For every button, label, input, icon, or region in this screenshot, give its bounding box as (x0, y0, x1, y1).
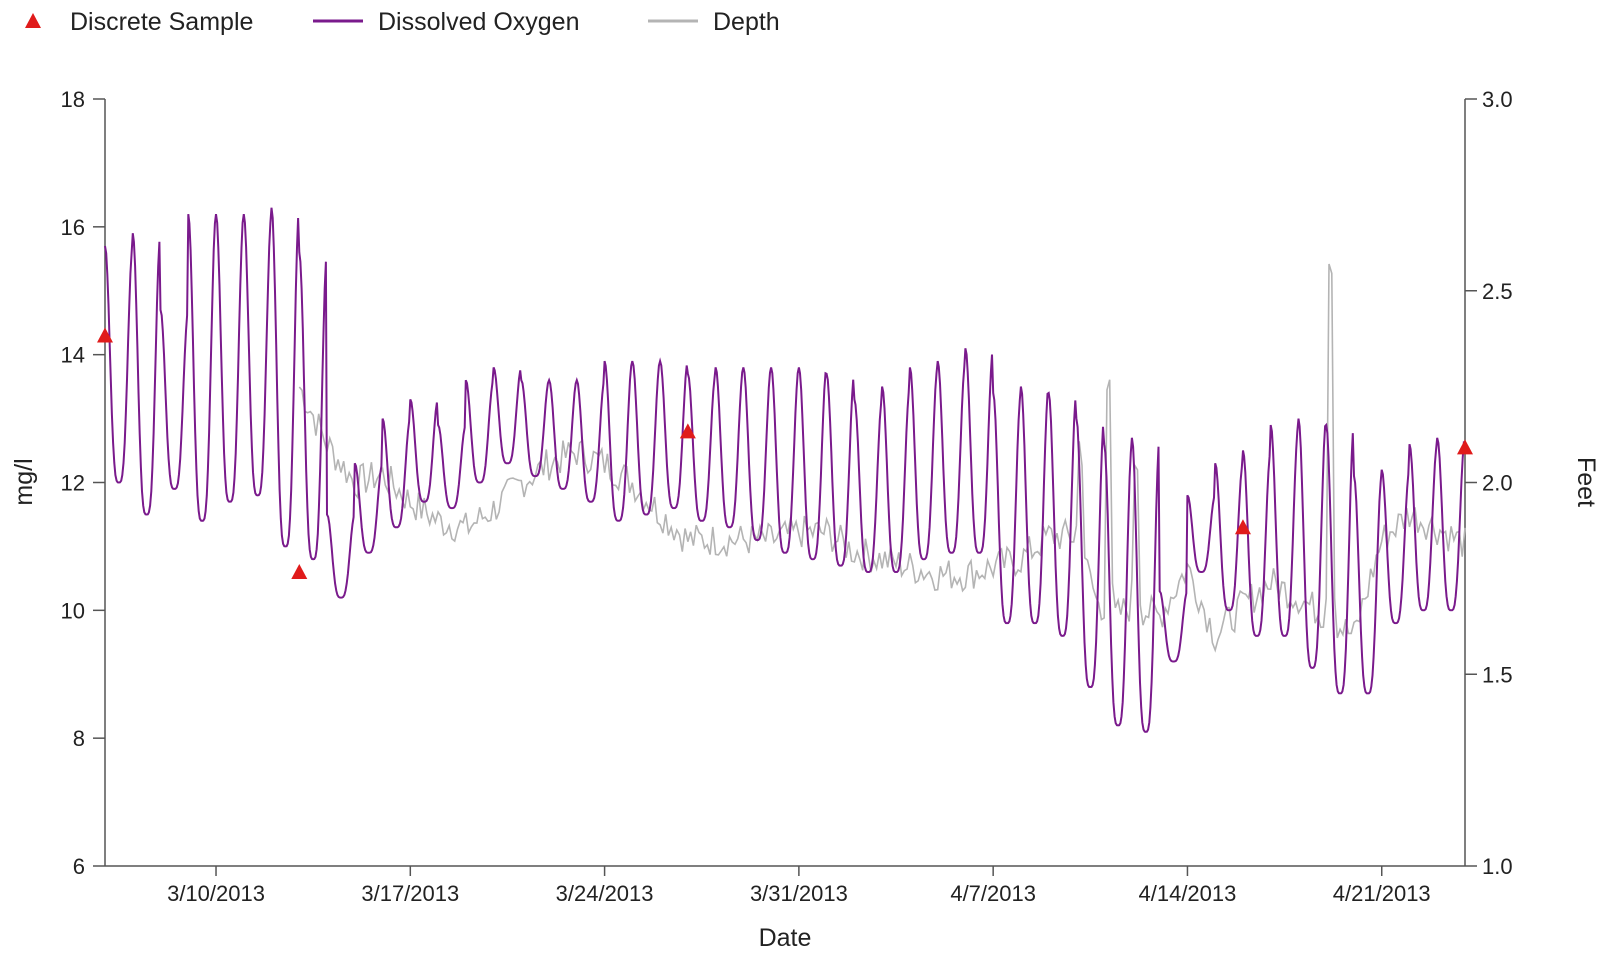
x-tick-label: 4/7/2013 (950, 881, 1036, 906)
x-tick-label: 4/14/2013 (1139, 881, 1237, 906)
x-tick-label: 3/24/2013 (556, 881, 654, 906)
discrete-sample-marker (1457, 439, 1473, 455)
y-tick-label: 10 (61, 598, 85, 623)
y-tick-label: 12 (61, 471, 85, 496)
depth-series-layer (298, 263, 1466, 653)
y-tick-label: 8 (73, 726, 85, 751)
y-tick-label: 6 (73, 854, 85, 879)
legend: Discrete Sample Dissolved Oxygen Depth (25, 8, 780, 36)
discrete-sample-marker (291, 563, 308, 579)
do-series-layer (104, 207, 1466, 733)
legend-do-label: Dissolved Oxygen (378, 8, 579, 36)
discrete-sample-marker (97, 327, 113, 343)
legend-depth-label: Depth (713, 8, 780, 36)
x-tick-label: 3/10/2013 (167, 881, 265, 906)
y-axis-left-title: mg/l (10, 458, 38, 505)
depth-line (298, 263, 1466, 653)
y-tick-label: 16 (61, 215, 85, 240)
dissolved-oxygen-line (104, 207, 1466, 733)
y2-tick-label: 1.5 (1482, 662, 1513, 687)
y2-tick-label: 2.0 (1482, 471, 1513, 496)
discrete-sample-marker (679, 423, 696, 439)
x-tick-label: 3/17/2013 (361, 881, 459, 906)
y2-tick-label: 3.0 (1482, 87, 1513, 112)
x-tick-label: 4/21/2013 (1333, 881, 1431, 906)
x-axis-title: Date (759, 924, 812, 952)
y-axis-right-title: Feet (1572, 457, 1600, 507)
y2-tick-label: 2.5 (1482, 279, 1513, 304)
sample-markers-layer (97, 327, 1473, 579)
x-tick-label: 3/31/2013 (750, 881, 848, 906)
discrete-sample-marker (1234, 519, 1251, 535)
y-tick-label: 18 (61, 87, 85, 112)
y2-tick-label: 1.0 (1482, 854, 1513, 879)
y-tick-label: 14 (61, 343, 85, 368)
ticks-layer: 6 8 10 12 14 16 18 1.0 1.5 2.0 2.5 3.0 3/10/2013 3/17… (61, 87, 1513, 906)
legend-sample-marker-icon (25, 13, 41, 28)
legend-sample-label: Discrete Sample (70, 8, 253, 36)
